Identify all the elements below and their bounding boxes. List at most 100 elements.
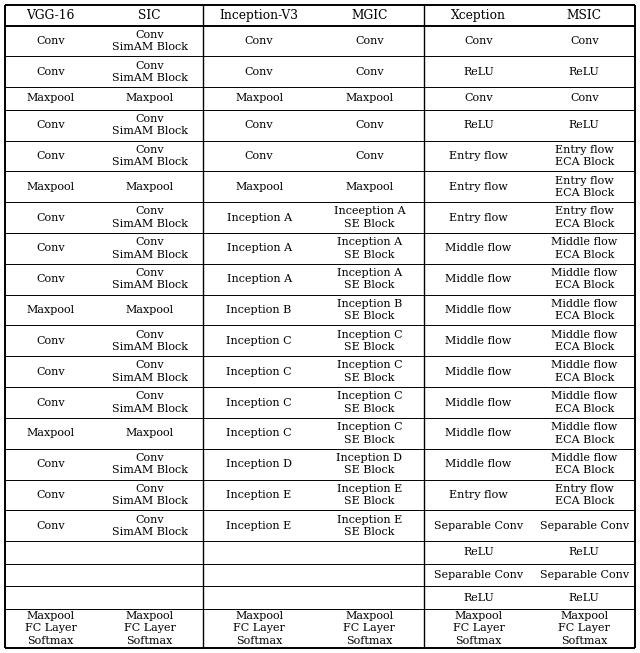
Text: Conv
SimAM Block: Conv SimAM Block <box>111 30 188 52</box>
Text: Inception E: Inception E <box>227 490 292 500</box>
Text: Inception C
SE Block: Inception C SE Block <box>337 330 402 352</box>
Text: Inception C
SE Block: Inception C SE Block <box>337 391 402 414</box>
Text: ReLU: ReLU <box>569 547 600 558</box>
Text: Middle flow: Middle flow <box>445 274 511 284</box>
Text: Conv
SimAM Block: Conv SimAM Block <box>111 453 188 475</box>
Text: Conv
SimAM Block: Conv SimAM Block <box>111 268 188 291</box>
Text: Conv: Conv <box>244 36 273 46</box>
Text: Inception C
SE Block: Inception C SE Block <box>337 422 402 445</box>
Text: Inception A
SE Block: Inception A SE Block <box>337 237 402 260</box>
Text: Inception D: Inception D <box>226 459 292 469</box>
Text: Conv
SimAM Block: Conv SimAM Block <box>111 515 188 537</box>
Text: Middle flow: Middle flow <box>445 244 511 253</box>
Text: Maxpool: Maxpool <box>235 93 283 103</box>
Text: Conv: Conv <box>244 151 273 161</box>
Text: ReLU: ReLU <box>569 67 600 77</box>
Text: Conv
SimAM Block: Conv SimAM Block <box>111 330 188 352</box>
Text: Conv: Conv <box>36 336 65 346</box>
Text: ReLU: ReLU <box>569 593 600 603</box>
Text: Maxpool: Maxpool <box>26 93 75 103</box>
Text: Maxpool: Maxpool <box>26 305 75 315</box>
Text: Entry flow: Entry flow <box>449 490 508 500</box>
Text: Maxpool: Maxpool <box>125 428 173 438</box>
Text: Inception B: Inception B <box>227 305 292 315</box>
Text: Conv: Conv <box>36 459 65 469</box>
Text: Entry flow: Entry flow <box>449 213 508 223</box>
Text: Inception B
SE Block: Inception B SE Block <box>337 299 402 321</box>
Text: Maxpool: Maxpool <box>125 305 173 315</box>
Text: MGIC: MGIC <box>351 8 388 22</box>
Text: VGG-16: VGG-16 <box>26 8 75 22</box>
Text: Inception A: Inception A <box>227 244 292 253</box>
Text: Maxpool
FC Layer
Softmax: Maxpool FC Layer Softmax <box>233 611 285 646</box>
Text: Conv
SimAM Block: Conv SimAM Block <box>111 206 188 229</box>
Text: ReLU: ReLU <box>463 547 494 558</box>
Text: Conv
SimAM Block: Conv SimAM Block <box>111 145 188 167</box>
Text: Maxpool: Maxpool <box>235 182 283 192</box>
Text: Entry flow
ECA Block: Entry flow ECA Block <box>555 484 614 506</box>
Text: Middle flow: Middle flow <box>445 367 511 377</box>
Text: Maxpool
FC Layer
Softmax: Maxpool FC Layer Softmax <box>344 611 396 646</box>
Text: Conv
SimAM Block: Conv SimAM Block <box>111 484 188 506</box>
Text: Middle flow: Middle flow <box>445 459 511 469</box>
Text: Inception-V3: Inception-V3 <box>220 8 299 22</box>
Text: Inception E
SE Block: Inception E SE Block <box>337 515 402 537</box>
Text: Maxpool
FC Layer
Softmax: Maxpool FC Layer Softmax <box>558 611 610 646</box>
Text: Conv: Conv <box>244 67 273 77</box>
Text: Middle flow: Middle flow <box>445 305 511 315</box>
Text: Middle flow
ECA Block: Middle flow ECA Block <box>551 330 618 352</box>
Text: Conv: Conv <box>464 36 493 46</box>
Text: Middle flow
ECA Block: Middle flow ECA Block <box>551 268 618 291</box>
Text: Maxpool
FC Layer
Softmax: Maxpool FC Layer Softmax <box>124 611 175 646</box>
Text: Maxpool: Maxpool <box>125 93 173 103</box>
Text: Middle flow
ECA Block: Middle flow ECA Block <box>551 391 618 414</box>
Text: Entry flow
ECA Block: Entry flow ECA Block <box>555 145 614 167</box>
Text: Entry flow
ECA Block: Entry flow ECA Block <box>555 206 614 229</box>
Text: Conv: Conv <box>36 521 65 531</box>
Text: Middle flow
ECA Block: Middle flow ECA Block <box>551 422 618 445</box>
Text: Middle flow
ECA Block: Middle flow ECA Block <box>551 360 618 383</box>
Text: Conv: Conv <box>36 274 65 284</box>
Text: Conv: Conv <box>464 93 493 103</box>
Text: Conv: Conv <box>244 120 273 130</box>
Text: ReLU: ReLU <box>463 593 494 603</box>
Text: Inception C: Inception C <box>227 336 292 346</box>
Text: Conv: Conv <box>355 67 383 77</box>
Text: Conv: Conv <box>36 244 65 253</box>
Text: Maxpool: Maxpool <box>26 182 75 192</box>
Text: Conv: Conv <box>570 93 598 103</box>
Text: Conv: Conv <box>36 367 65 377</box>
Text: SIC: SIC <box>138 8 161 22</box>
Text: Separable Conv: Separable Conv <box>434 570 523 580</box>
Text: Conv: Conv <box>355 120 383 130</box>
Text: Inception C: Inception C <box>227 367 292 377</box>
Text: Middle flow: Middle flow <box>445 336 511 346</box>
Text: Maxpool: Maxpool <box>346 182 394 192</box>
Text: Conv: Conv <box>36 151 65 161</box>
Text: Separable Conv: Separable Conv <box>540 521 629 531</box>
Text: Conv: Conv <box>36 120 65 130</box>
Text: Middle flow: Middle flow <box>445 428 511 438</box>
Text: Middle flow
ECA Block: Middle flow ECA Block <box>551 237 618 260</box>
Text: Conv: Conv <box>36 490 65 500</box>
Text: Inception D
SE Block: Inception D SE Block <box>337 453 403 475</box>
Text: Conv
SimAM Block: Conv SimAM Block <box>111 61 188 83</box>
Text: MSIC: MSIC <box>567 8 602 22</box>
Text: Maxpool
FC Layer
Softmax: Maxpool FC Layer Softmax <box>452 611 504 646</box>
Text: Separable Conv: Separable Conv <box>540 570 629 580</box>
Text: Entry flow: Entry flow <box>449 151 508 161</box>
Text: Inception A: Inception A <box>227 274 292 284</box>
Text: Conv: Conv <box>36 398 65 407</box>
Text: Conv
SimAM Block: Conv SimAM Block <box>111 237 188 260</box>
Text: Xception: Xception <box>451 8 506 22</box>
Text: Maxpool: Maxpool <box>346 93 394 103</box>
Text: Inception E: Inception E <box>227 521 292 531</box>
Text: Entry flow: Entry flow <box>449 182 508 192</box>
Text: Inception A
SE Block: Inception A SE Block <box>337 268 402 291</box>
Text: ReLU: ReLU <box>463 120 494 130</box>
Text: Inception C: Inception C <box>227 428 292 438</box>
Text: Conv: Conv <box>36 213 65 223</box>
Text: Inception C
SE Block: Inception C SE Block <box>337 360 402 383</box>
Text: Inception C: Inception C <box>227 398 292 407</box>
Text: Middle flow
ECA Block: Middle flow ECA Block <box>551 453 618 475</box>
